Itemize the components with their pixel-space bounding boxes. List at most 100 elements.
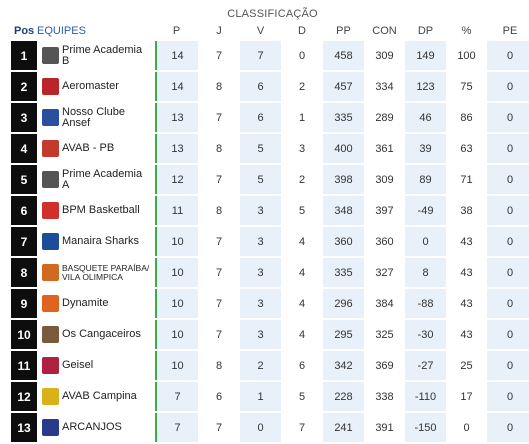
table-row[interactable]: 13 ARCANJOS 7 7 0 7 241 391 -150 0 0 [11,413,529,442]
stat-pp: 348 [323,196,364,225]
table-row[interactable]: 3 Nosso Clube Ansef 13 7 6 1 335 289 46 86 0 [11,103,529,132]
header-team[interactable]: EQUIPES [37,25,86,37]
stat-j: 8 [198,72,240,101]
position-cell: 11 [11,351,37,380]
stat-j: 7 [198,320,240,349]
stat-con: 325 [364,320,405,349]
stat-d: 3 [281,134,323,163]
stat-p: 10 [155,227,198,256]
table-row[interactable]: 2 Aeromaster 14 8 6 2 457 334 123 75 0 [11,72,529,101]
team-wrap: ARCANJOS [37,419,155,436]
nosso-clube-logo [42,109,59,126]
stat-con: 391 [364,413,405,442]
table-row[interactable]: 8 BASQUETE PARAÍBA/VILA OLIMPICA 10 7 3 4 335 3… [11,258,529,287]
team-name: AVAB Campina [62,391,137,402]
position-cell: 6 [11,196,37,225]
stat-pe: 0 [487,258,529,287]
avab-pb-logo [42,140,59,157]
team-cell[interactable]: Prime Academia B [37,41,155,70]
position-cell: 7 [11,227,37,256]
team-cell[interactable]: AVAB Campina [37,382,155,411]
team-name-line1: Dynamite [62,297,109,309]
stat-pe: 0 [487,196,529,225]
header-dp[interactable]: DP [417,25,434,37]
stat-dp: -27 [405,351,446,380]
header-pe[interactable]: PE [502,25,518,37]
team-wrap: AVAB Campina [37,388,155,405]
table-row[interactable]: 7 Manaira Sharks 10 7 3 4 360 360 0 43 0 [11,227,529,256]
avab-campina-logo [42,388,59,405]
stat-d: 4 [281,289,323,318]
team-name: Nosso Clube Ansef [62,106,125,129]
team-cell[interactable]: BASQUETE PARAÍBA/VILA OLIMPICA [37,258,155,287]
header-pp[interactable]: PP [336,25,351,37]
header-pos[interactable]: Pos [14,25,35,37]
team-cell[interactable]: Prime Academia A [37,165,155,194]
team-cell[interactable]: Geisel [37,351,155,380]
stat-p: 7 [155,382,198,411]
team-cell[interactable]: AVAB - PB [37,134,155,163]
team-name-line2: VILA OLIMPICA [62,271,123,282]
stat-con: 338 [364,382,405,411]
stat-pe: 0 [487,382,529,411]
stat-pp: 457 [323,72,364,101]
stat-v: 1 [240,382,281,411]
team-cell[interactable]: Os Cangaceiros [37,320,155,349]
table-row[interactable]: 5 Prime Academia A 12 7 5 2 398 309 89 71 0 [11,165,529,194]
team-name: Prime Academia A [62,168,142,191]
team-wrap: Prime Academia A [37,168,155,191]
stat-dp: -110 [405,382,446,411]
header-d[interactable]: D [298,25,306,37]
position-cell: 5 [11,165,37,194]
table-row[interactable]: 10 Os Cangaceiros 10 7 3 4 295 325 -30 43 0 [11,320,529,349]
team-name-line1: ARCANJOS [62,421,122,433]
header-row: Pos EQUIPES P J V D PP CON DP % PE [11,23,529,39]
team-cell[interactable]: Dynamite [37,289,155,318]
header-pct[interactable]: % [461,25,472,37]
team-cell[interactable]: ARCANJOS [37,413,155,442]
position-cell: 12 [11,382,37,411]
stat-pp: 458 [323,41,364,70]
header-j[interactable]: J [216,25,222,37]
stat-pp: 335 [323,258,364,287]
stat-v: 6 [240,72,281,101]
manaira-sharks-logo [42,233,59,250]
stat-pe: 0 [487,227,529,256]
team-cell[interactable]: Manaira Sharks [37,227,155,256]
table-row[interactable]: 12 AVAB Campina 7 6 1 5 228 338 -110 17 0 [11,382,529,411]
position-cell: 4 [11,134,37,163]
table-row[interactable]: 1 Prime Academia B 14 7 7 0 458 309 149 100 0 [11,41,529,70]
header-v[interactable]: V [256,25,265,37]
header-p[interactable]: P [172,25,181,37]
team-name-line1: Manaira Sharks [62,235,140,247]
team-name: BASQUETE PARAÍBA/VILA OLIMPICA [62,263,149,282]
stat-con: 361 [364,134,405,163]
stat-con: 309 [364,41,405,70]
stat-v: 6 [240,103,281,132]
team-wrap: Geisel [37,357,155,374]
table-row[interactable]: 9 Dynamite 10 7 3 4 296 384 -88 43 0 [11,289,529,318]
team-cell[interactable]: Nosso Clube Ansef [37,103,155,132]
stat-pe: 0 [487,289,529,318]
stat-pe: 0 [487,413,529,442]
table-row[interactable]: 6 BPM Basketball 11 8 3 5 348 397 -49 38 0 [11,196,529,225]
stat-p: 14 [155,41,198,70]
team-cell[interactable]: Aeromaster [37,72,155,101]
stat-j: 7 [198,289,240,318]
stat-pct: 43 [446,289,487,318]
basquete-paraiba-logo [42,264,59,281]
team-name-line1: Geisel [62,359,94,371]
header-con[interactable]: CON [372,25,397,37]
position-cell: 8 [11,258,37,287]
stat-p: 11 [155,196,198,225]
stat-v: 0 [240,413,281,442]
team-wrap: AVAB - PB [37,140,155,157]
position-cell: 9 [11,289,37,318]
stat-d: 4 [281,258,323,287]
team-cell[interactable]: BPM Basketball [37,196,155,225]
stat-pe: 0 [487,41,529,70]
table-row[interactable]: 4 AVAB - PB 13 8 5 3 400 361 39 63 0 [11,134,529,163]
stat-pe: 0 [487,320,529,349]
stat-d: 0 [281,41,323,70]
table-row[interactable]: 11 Geisel 10 8 2 6 342 369 -27 25 0 [11,351,529,380]
